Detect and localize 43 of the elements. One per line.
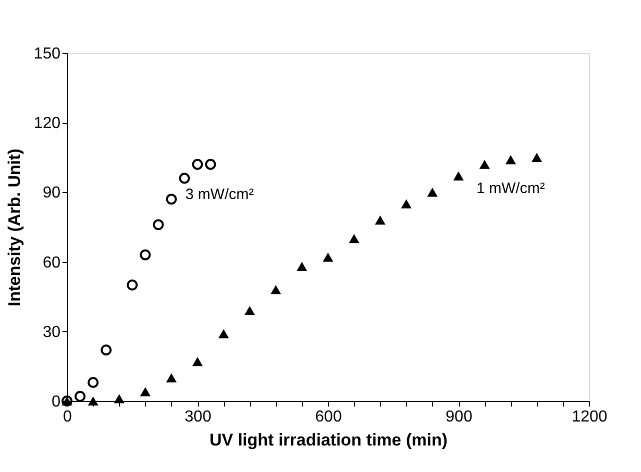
point xyxy=(244,306,255,316)
point xyxy=(166,194,177,205)
x-tick-label: 900 xyxy=(446,408,472,426)
y-tick-label: 150 xyxy=(34,46,61,62)
series-label: 3 mW/cm² xyxy=(185,186,254,204)
point xyxy=(427,188,438,197)
point xyxy=(166,373,177,382)
point xyxy=(479,160,490,169)
y-tick-label: 30 xyxy=(42,324,61,341)
point xyxy=(296,262,308,271)
y-tick-label: 60 xyxy=(42,254,61,272)
series-label: 1 mW/cm² xyxy=(476,180,545,197)
y-axis-title: Intensity (Arb. Unit) xyxy=(4,148,24,306)
point xyxy=(126,280,138,290)
x-tick-label: 0 xyxy=(63,408,72,426)
y-tick-label: 0 xyxy=(52,394,61,410)
point xyxy=(505,155,516,164)
point xyxy=(140,249,151,260)
point xyxy=(401,199,412,208)
point xyxy=(140,387,151,396)
point xyxy=(88,376,99,388)
point xyxy=(348,234,360,244)
point xyxy=(192,357,203,366)
y-tick-label: 120 xyxy=(34,115,61,132)
y-tick-label: 90 xyxy=(42,184,61,202)
x-tick-label: 1200 xyxy=(572,408,608,426)
point xyxy=(374,216,386,225)
point xyxy=(100,344,112,356)
x-axis-title: UV light irradiation time (min) xyxy=(209,430,448,450)
x-tick-label: 600 xyxy=(315,408,342,426)
x-tick-label: 300 xyxy=(184,408,212,426)
point xyxy=(152,219,164,230)
point xyxy=(453,171,464,180)
point xyxy=(178,172,190,184)
point xyxy=(270,285,282,294)
point xyxy=(532,152,542,162)
point xyxy=(322,252,334,262)
point xyxy=(88,396,98,406)
point xyxy=(192,158,203,170)
point xyxy=(114,394,124,404)
point xyxy=(205,158,216,170)
point xyxy=(74,390,86,402)
point xyxy=(218,329,229,338)
